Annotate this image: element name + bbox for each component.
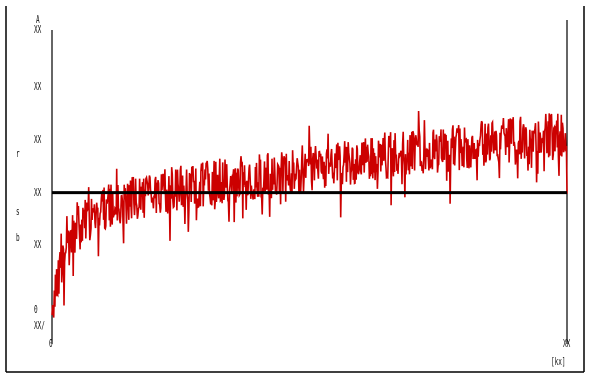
y-axis-fragment: r	[16, 147, 20, 160]
y-tick-label: XX	[34, 80, 42, 94]
y-tick-label: XX	[34, 133, 42, 146]
y-axis-fragment: b	[16, 231, 20, 244]
series-line-0	[51, 110, 568, 318]
chart-frame	[5, 6, 585, 373]
x-tick-label: XX	[563, 337, 571, 350]
x-tick-label: 0	[49, 337, 53, 350]
y-left-fragment: 0	[34, 303, 38, 316]
series-layer	[51, 110, 568, 318]
y-tick-label: XX	[34, 185, 42, 199]
x-unit-label: [kx]	[551, 355, 566, 368]
y-tick-label: XX	[34, 238, 42, 252]
y-axis-fragment: A	[36, 13, 40, 26]
y-axis-fragment: s	[16, 205, 20, 218]
y-left-fragment: XX	[34, 23, 42, 36]
y-left-fragment: XX/	[34, 319, 45, 332]
